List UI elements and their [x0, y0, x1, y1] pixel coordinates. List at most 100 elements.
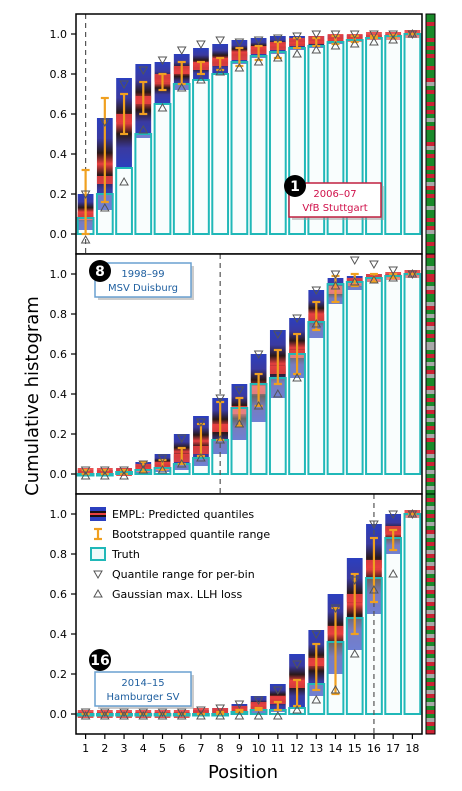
- triangle-up-icon: [93, 588, 103, 598]
- y-tick-label: 0.4: [50, 148, 68, 161]
- triangle-down-marker: [330, 30, 341, 40]
- strip-cell: [426, 346, 435, 351]
- legend-label: Quantile range for per-bin: [112, 568, 255, 581]
- strip-cell: [426, 398, 435, 403]
- plot-border: [75, 493, 423, 735]
- triangle-up-marker: [253, 710, 264, 720]
- triangle-down-marker: [349, 576, 360, 586]
- badge-team: Hamburger SV: [107, 692, 180, 703]
- legend-item: Bootstrapped quantile range: [94, 527, 270, 541]
- truth-bar: [172, 463, 191, 475]
- strip-cell: [426, 46, 435, 51]
- strip-cell: [426, 670, 435, 675]
- strip-cell: [426, 698, 435, 703]
- strip-cell: [426, 258, 435, 263]
- strip-cell: [426, 622, 435, 627]
- strip-cell: [426, 546, 435, 551]
- strip-cell: [426, 302, 435, 307]
- strip-border: [425, 493, 436, 735]
- x-tick-label: 8: [217, 742, 224, 755]
- triangle-up-marker: [176, 82, 187, 92]
- triangle-down-marker: [80, 190, 91, 200]
- strip-cell: [426, 438, 435, 443]
- strip-cell: [426, 154, 435, 159]
- triangle-down-marker: [349, 30, 360, 40]
- strip-cell: [426, 410, 435, 415]
- strip-cell: [426, 538, 435, 543]
- strip-cell: [426, 558, 435, 563]
- y-tick-label: 0.0: [50, 228, 68, 241]
- strip-cell: [426, 134, 435, 139]
- position-circle: [89, 649, 111, 671]
- strip-cell: [426, 394, 435, 399]
- strip-cell: [426, 350, 435, 355]
- strip-cell: [426, 578, 435, 583]
- team-badge: 2014–15 Hamburger SV 16: [89, 649, 194, 709]
- y-tick-label: 1.0: [50, 508, 68, 521]
- strip-cell: [426, 318, 435, 323]
- strip-cell: [426, 50, 435, 55]
- triangle-up-marker: [138, 124, 149, 134]
- truth-bar: [230, 61, 249, 235]
- x-tick-label: 9: [236, 742, 243, 755]
- strip-cell: [426, 726, 435, 731]
- position-number: 16: [90, 653, 109, 669]
- median-band: [269, 696, 286, 704]
- triangle-up-marker: [119, 710, 129, 720]
- x-tick-label: 16: [367, 742, 381, 755]
- strip-cell: [426, 98, 435, 103]
- triangle-down-marker: [138, 66, 149, 76]
- strip-cell: [426, 158, 435, 163]
- strip-cell: [426, 686, 435, 691]
- triangle-up-marker: [234, 710, 245, 720]
- triangle-down-marker: [272, 330, 283, 340]
- strip-cell: [426, 306, 435, 311]
- triangle-up-marker: [99, 202, 110, 212]
- x-tick-labels: 1 2 3 4 5 6 7 8 9 10 11 12 13 14 15 16 17 18: [82, 734, 419, 755]
- strip-cell: [426, 702, 435, 707]
- triangle-down-marker: [157, 454, 168, 464]
- strip-cell: [426, 122, 435, 127]
- strip-cell: [426, 334, 435, 339]
- x-tick-label: 18: [405, 742, 419, 755]
- triangle-up-marker: [119, 470, 129, 480]
- truth-bar: [345, 281, 364, 475]
- strip-cell: [426, 382, 435, 387]
- strip-cell: [426, 22, 435, 27]
- triangle-down-marker: [234, 700, 245, 710]
- strip-cell: [426, 422, 435, 427]
- strip-cell: [426, 390, 435, 395]
- triangle-down-marker: [292, 32, 302, 42]
- strip-cell: [426, 222, 435, 227]
- strip-cell: [426, 478, 435, 483]
- strip-cell: [426, 662, 435, 667]
- icon-part: [90, 547, 106, 561]
- triangle-down-marker: [253, 350, 264, 360]
- strip-cell: [426, 354, 435, 359]
- strip-cell: [426, 434, 435, 439]
- strip-cell: [426, 162, 435, 167]
- legend-label: EMPL: Predicted quantiles: [112, 508, 254, 521]
- strip-cell: [426, 290, 435, 295]
- strip-cell: [426, 402, 435, 407]
- triangle-up-marker: [272, 52, 283, 62]
- strip-cell: [426, 338, 435, 343]
- strip-cell: [426, 206, 435, 211]
- triangle-up-marker: [407, 268, 418, 278]
- triangle-down-marker: [196, 40, 206, 50]
- triangle-up-marker: [138, 464, 149, 474]
- triangle-down-marker: [80, 466, 91, 476]
- strip-cell: [426, 474, 435, 479]
- triangle-up-marker: [272, 710, 283, 720]
- triangle-up-marker: [407, 508, 418, 518]
- strip-cell: [426, 82, 435, 87]
- strip-cell: [426, 42, 435, 47]
- badge-season: 2006–07: [313, 189, 356, 200]
- triangle-down-marker: [272, 686, 283, 696]
- strip-cell: [426, 482, 435, 487]
- errorbar-icon: [94, 527, 102, 541]
- y-tick-label: 0.6: [50, 108, 68, 121]
- triangle-down-marker: [119, 80, 129, 90]
- position-number: 8: [95, 264, 105, 280]
